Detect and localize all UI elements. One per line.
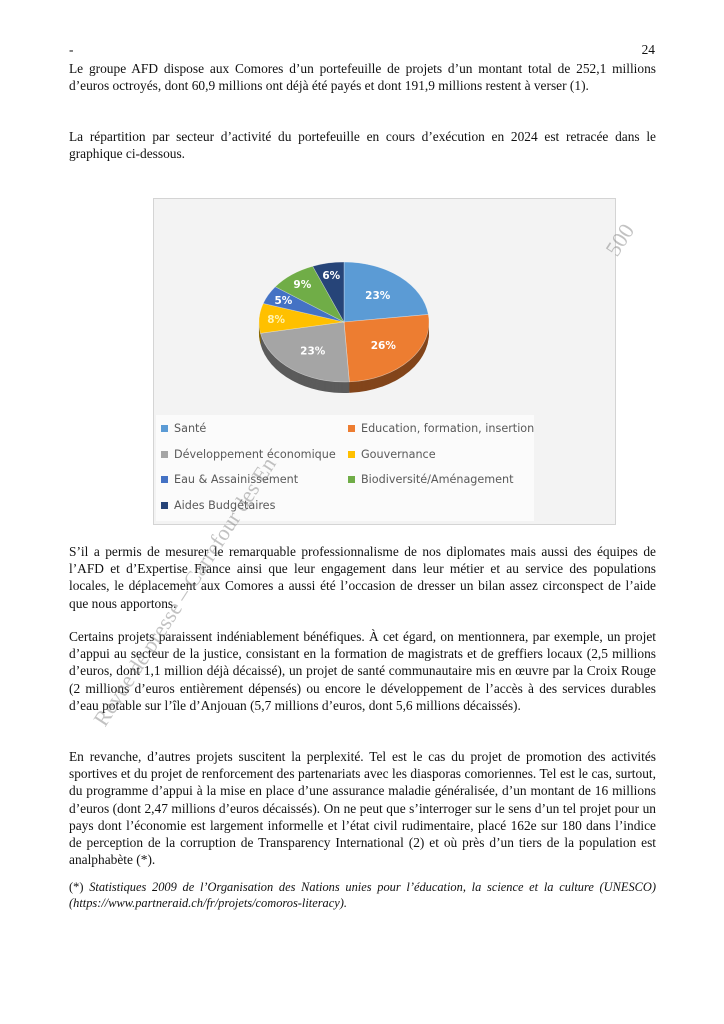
legend-item: Eau & Assainissement xyxy=(161,473,298,486)
legend-item: Développement économique xyxy=(161,448,336,461)
pie-data-label: 6% xyxy=(322,270,340,282)
legend-label: Eau & Assainissement xyxy=(174,473,299,486)
legend-swatch xyxy=(161,425,168,432)
pie-data-label: 23% xyxy=(300,345,326,357)
legend-swatch xyxy=(348,451,355,458)
legend-label: Santé xyxy=(174,422,207,435)
legend-item: Gouvernance xyxy=(348,448,436,461)
legend-swatch xyxy=(348,476,355,483)
pie-chart-plot: 23% 26% 23% 8% 5%9% 6% xyxy=(258,261,430,393)
pie-data-label: 9% xyxy=(293,279,311,291)
footnote-text: Statistiques 2009 de l’Organisation des … xyxy=(69,880,656,910)
pie-slice xyxy=(312,261,345,324)
legend-item: Santé xyxy=(161,422,206,435)
legend-swatch xyxy=(161,476,168,483)
pie-slice xyxy=(260,321,350,383)
legend-label: Biodiversité/Aménagement xyxy=(361,473,514,486)
legend-label: Développement économique xyxy=(174,448,336,461)
pie-slice xyxy=(343,261,429,323)
footnote: (*) Statistiques 2009 de l’Organisation … xyxy=(69,879,656,911)
paragraph-portfolio: Le groupe AFD dispose aux Comores d’un p… xyxy=(69,61,656,94)
legend-swatch xyxy=(348,425,355,432)
paragraph-diplomates: S’il a permis de mesurer le remarquable … xyxy=(69,544,656,611)
legend-swatch xyxy=(161,451,168,458)
legend-label: Aides Budgétaires xyxy=(174,499,276,512)
legend-label: Education, formation, insertion xyxy=(361,422,535,435)
pie-data-label: 8% xyxy=(267,314,285,326)
paragraph-repartition: La répartition par secteur d’activité du… xyxy=(69,129,656,162)
legend-swatch xyxy=(161,502,168,509)
paragraph-perplexite: En revanche, d’autres projets suscitent … xyxy=(69,749,656,868)
header-dash: - xyxy=(69,42,74,57)
pie-data-label: 26% xyxy=(371,340,397,352)
pie-data-label: 23% xyxy=(365,290,391,302)
legend-item: Education, formation, insertion xyxy=(348,422,534,435)
chart-legend: Santé Education, formation, insertion Déve… xyxy=(156,415,534,521)
footnote-marker: (*) xyxy=(69,880,84,894)
legend-item: Biodiversité/Aménagement xyxy=(348,473,514,486)
page-number: 24 xyxy=(641,42,655,57)
pie-slice xyxy=(343,314,430,383)
legend-label: Gouvernance xyxy=(361,448,436,461)
paragraph-projets-benefiques: Certains projets paraissent indéniableme… xyxy=(69,629,656,713)
pie-chart: 23% 26% 23% 8% 5% 9% 6% Santé Education, format… xyxy=(153,198,616,525)
legend-item: Aides Budgétaires xyxy=(161,499,275,512)
pie-data-label: 5% xyxy=(274,295,292,307)
